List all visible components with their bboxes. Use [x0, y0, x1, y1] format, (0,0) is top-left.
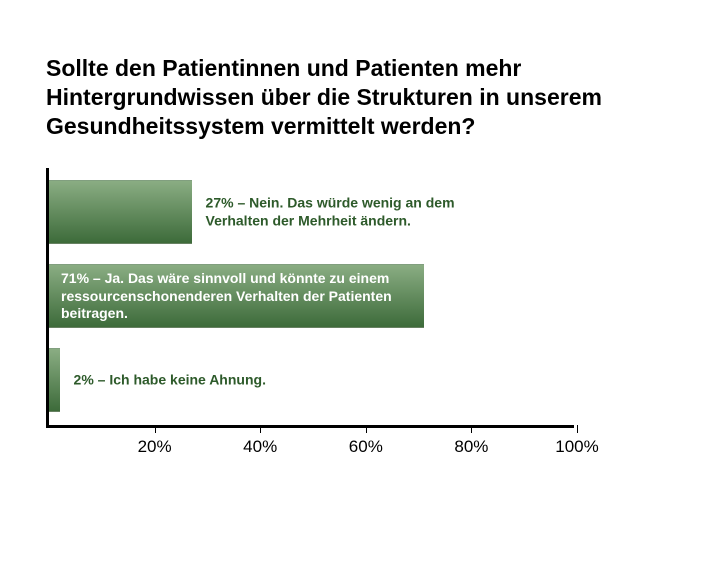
bar — [49, 348, 60, 412]
bar-label: 2% – Ich habe keine Ahnung. — [74, 372, 266, 390]
axis-tick-label: 100% — [555, 437, 598, 457]
axis-tick — [366, 425, 367, 433]
axis-tick — [471, 425, 472, 433]
axis-tick — [577, 425, 578, 433]
axis-tick-label: 40% — [243, 437, 277, 457]
axis-tick-label: 60% — [349, 437, 383, 457]
chart-container: Sollte den Patientinnen und Patienten me… — [46, 54, 666, 428]
bar-row: 27% – Nein. Das würde wenig an dem Verha… — [49, 180, 574, 244]
axis-tick — [260, 425, 261, 433]
axis-tick-label: 80% — [454, 437, 488, 457]
plot-area: 27% – Nein. Das würde wenig an dem Verha… — [46, 168, 574, 428]
chart-title: Sollte den Patientinnen und Patienten me… — [46, 54, 666, 140]
bar — [49, 180, 192, 244]
bar-label: 27% – Nein. Das würde wenig an dem Verha… — [206, 195, 506, 230]
bar-label: 71% – Ja. Das wäre sinnvoll und könnte z… — [61, 270, 411, 323]
bar-row: 71% – Ja. Das wäre sinnvoll und könnte z… — [49, 264, 574, 328]
bar-row: 2% – Ich habe keine Ahnung. — [49, 348, 574, 412]
axis-tick-label: 20% — [138, 437, 172, 457]
axis-tick — [155, 425, 156, 433]
